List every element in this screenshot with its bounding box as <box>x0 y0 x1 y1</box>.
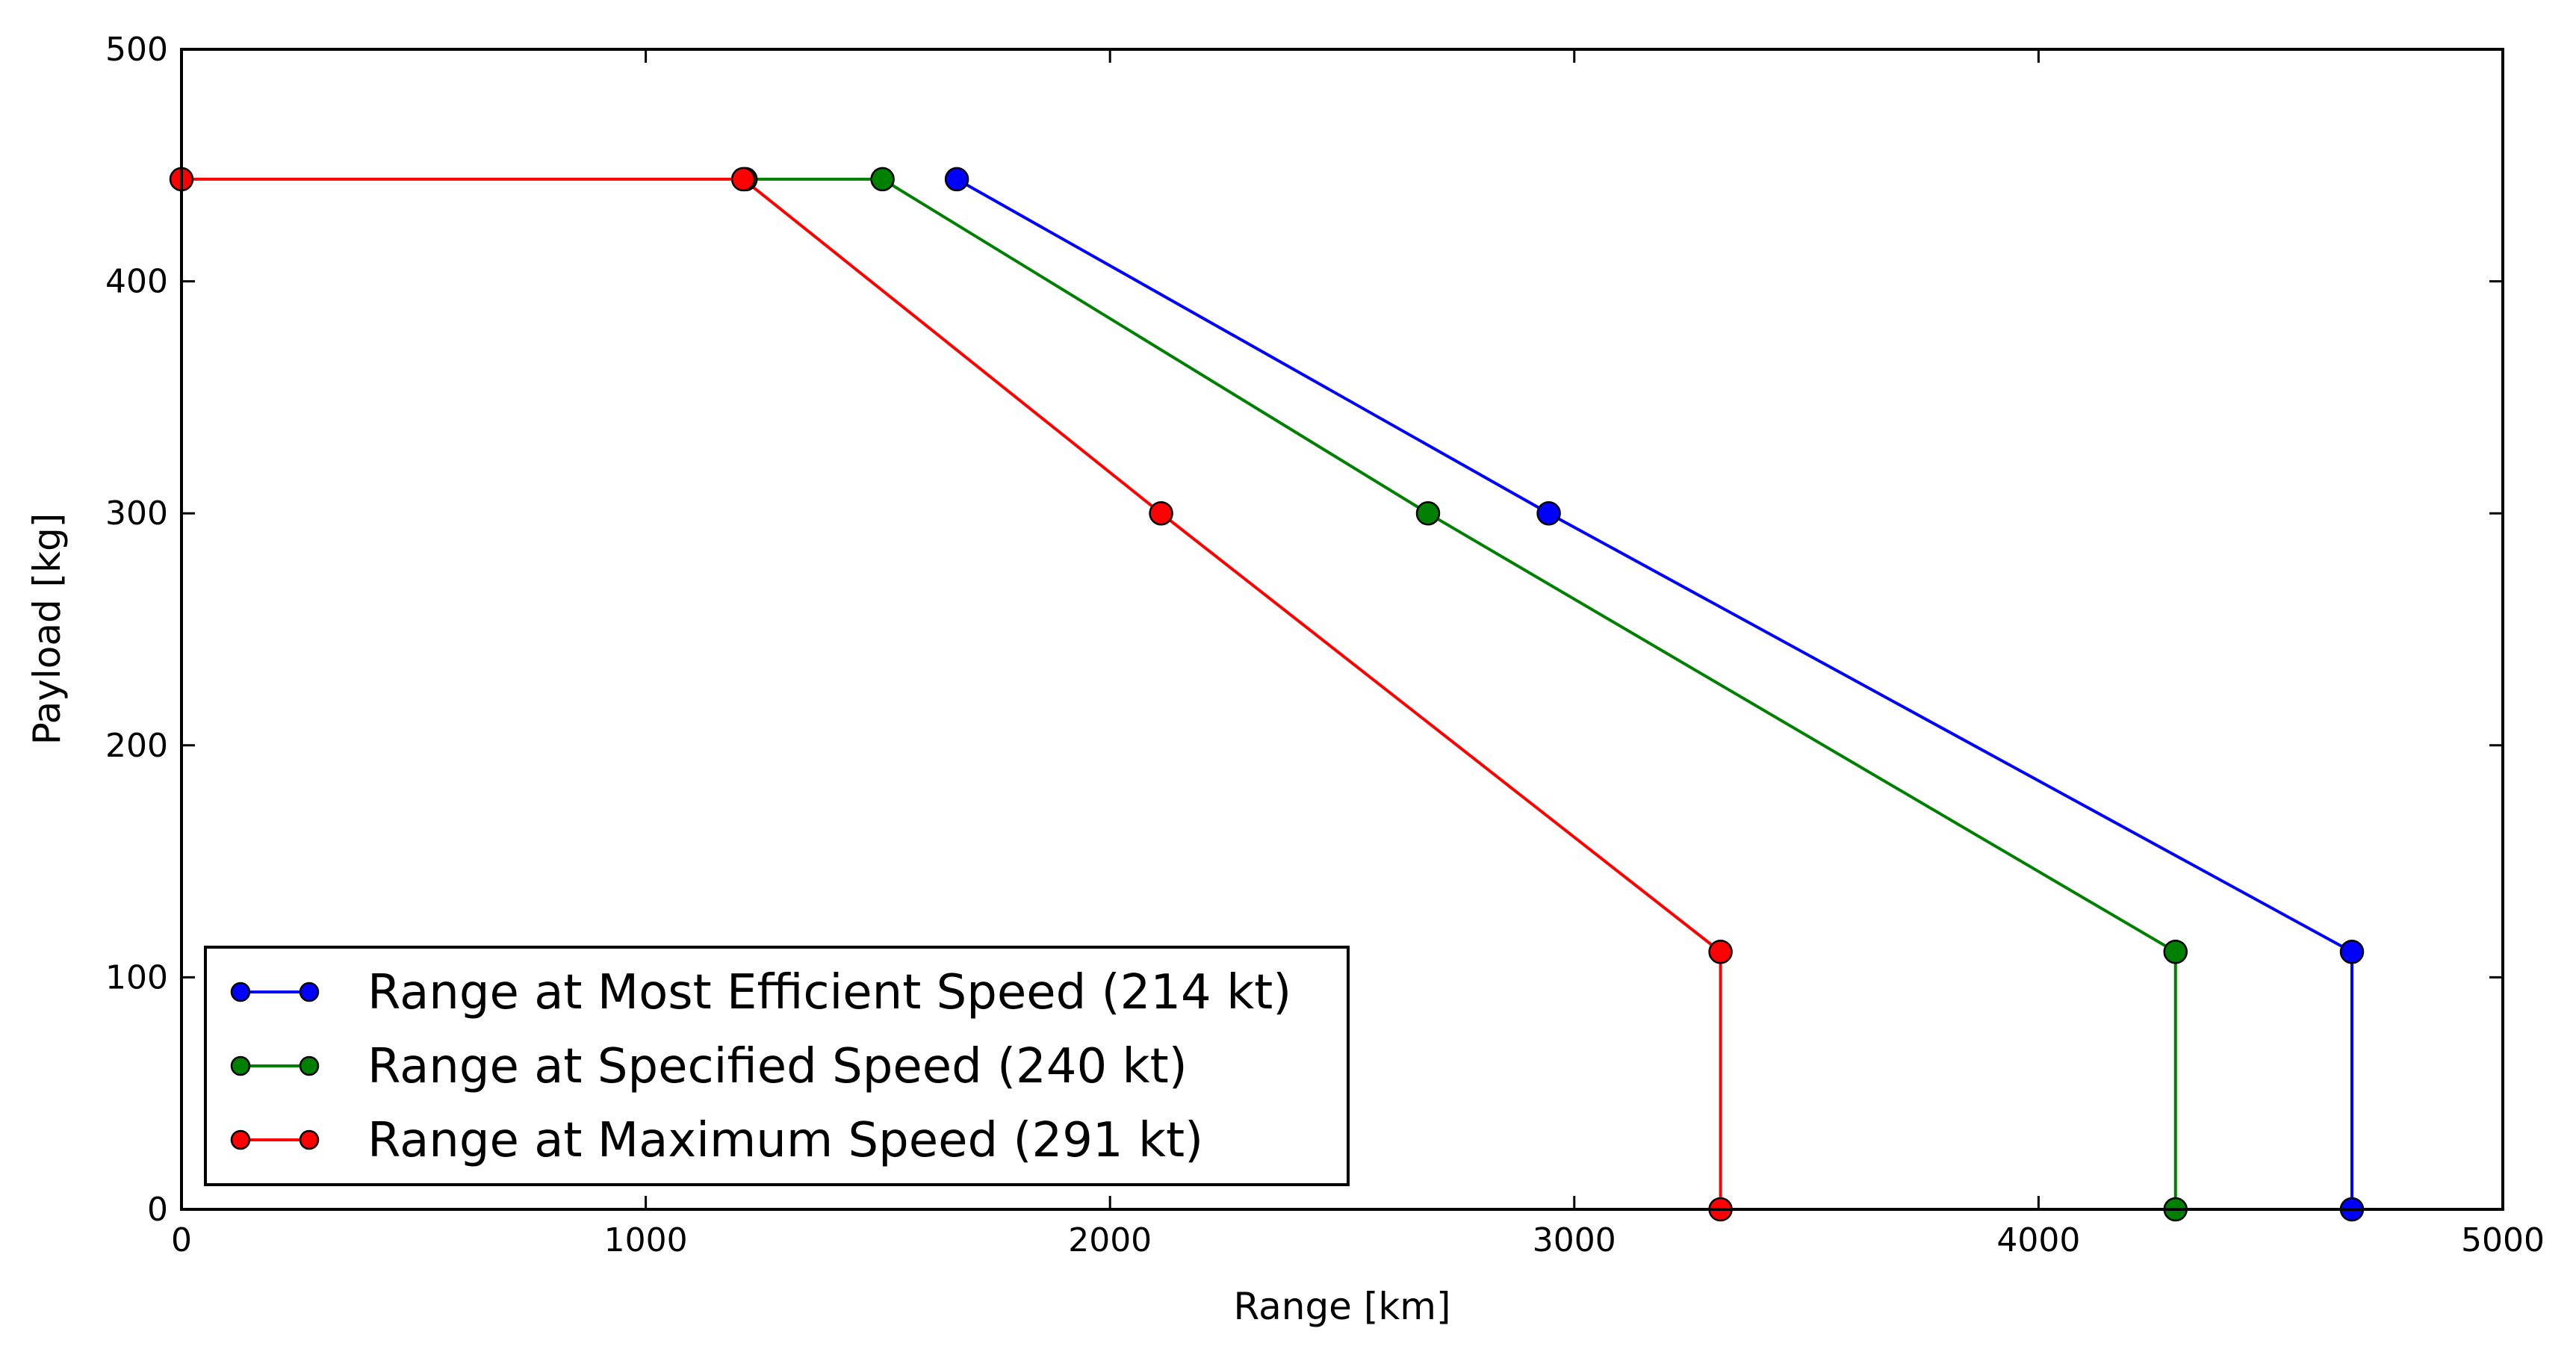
y-axis-label: Payload [kg] <box>25 513 69 745</box>
legend-marker <box>299 1055 320 1076</box>
legend-label: Range at Specified Speed (240 kt) <box>367 1039 1188 1094</box>
x-tick-label: 5000 <box>2461 1221 2545 1259</box>
x-tick-label: 4000 <box>1996 1221 2080 1259</box>
legend: Range at Most Efficient Speed (214 kt) Ra… <box>204 946 1350 1186</box>
series-point-1 <box>1415 500 1441 526</box>
y-tick-label: 400 <box>105 263 168 301</box>
legend-marker <box>230 982 251 1002</box>
x-tick-label: 0 <box>171 1221 192 1259</box>
legend-entries: Range at Most Efficient Speed (214 kt) Ra… <box>230 965 1291 1168</box>
x-tick-label: 3000 <box>1533 1221 1616 1259</box>
legend-label: Range at Maximum Speed (291 kt) <box>367 1113 1203 1168</box>
series-point-2 <box>1708 939 1733 964</box>
legend-marker <box>299 982 320 1002</box>
y-tick-label: 200 <box>105 727 168 765</box>
legend-marker <box>230 1129 251 1150</box>
series-line-0 <box>956 178 2353 1209</box>
y-tick-label: 0 <box>147 1191 168 1229</box>
x-axis-label: Range [km] <box>1233 1285 1450 1328</box>
legend-label: Range at Most Efficient Speed (214 kt) <box>367 965 1291 1020</box>
series-point-1 <box>870 167 895 192</box>
series-point-2 <box>1149 500 1173 526</box>
legend-marker <box>230 1055 251 1076</box>
series-point-0 <box>2339 939 2365 964</box>
series-layer <box>169 167 2365 1222</box>
legend-box <box>204 946 1350 1186</box>
y-tick-label: 300 <box>105 494 168 533</box>
series-point-0 <box>1536 500 1561 526</box>
series-point-1 <box>2163 939 2188 964</box>
x-tick-label: 2000 <box>1068 1221 1152 1259</box>
ticks-layer: 0 1000 2000 3000 4000 5000 0 100 200 300 400 500 <box>105 31 2545 1259</box>
legend-marker <box>299 1129 320 1150</box>
y-tick-label: 500 <box>105 31 168 69</box>
plot-frame <box>180 48 2504 1211</box>
series-point-0 <box>944 167 969 192</box>
y-tick-label: 100 <box>105 958 168 996</box>
series-point-2 <box>730 167 756 192</box>
x-tick-label: 1000 <box>604 1221 688 1259</box>
